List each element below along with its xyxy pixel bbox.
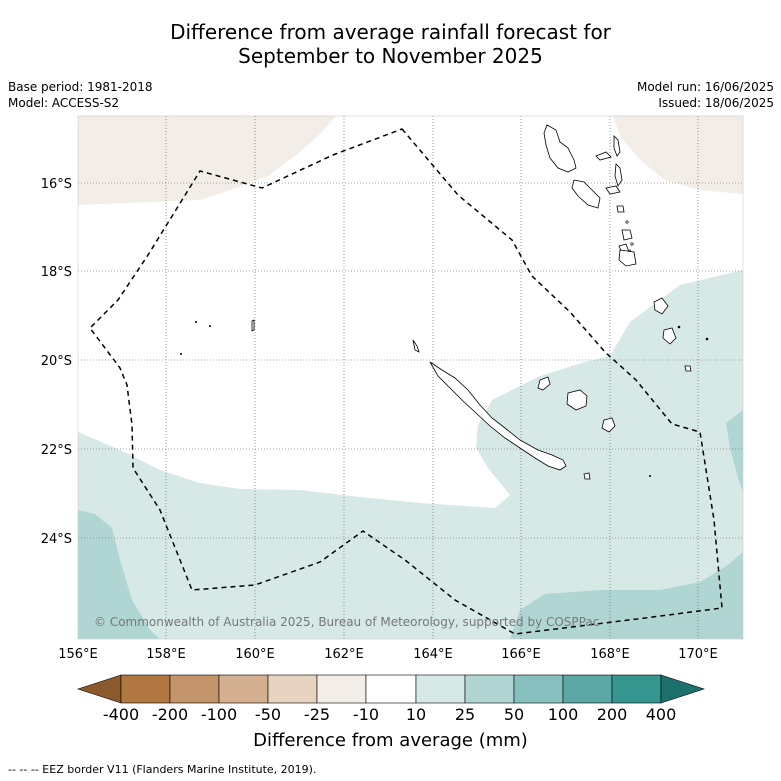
island-east-3: [684, 365, 692, 372]
colorbar-segment: [415, 674, 466, 704]
small-islet: [649, 475, 651, 477]
ambae-island: [595, 151, 612, 161]
colorbar-tick: -100: [201, 705, 237, 724]
pentecost-island: [614, 163, 623, 187]
colorbar-tick: -10: [353, 705, 379, 724]
colorbar-tick: 100: [548, 705, 579, 724]
lon-label: 160°E: [235, 647, 275, 662]
lon-label: 166°E: [501, 647, 541, 662]
map-area: [78, 116, 743, 639]
copyright-text: © Commonwealth of Australia 2025, Bureau…: [94, 615, 599, 629]
model-label: Model: ACCESS-S2: [8, 96, 120, 110]
colorbar-tick: -200: [152, 705, 188, 724]
lat-label: 22°S: [41, 443, 72, 458]
colorbar-title: Difference from average (mm): [253, 730, 528, 751]
colorbar-tick-labels: -400 -200 -100 -50 -25 -10 10 25 50 100 …: [103, 705, 676, 724]
colorbar-max-arrow: [660, 674, 705, 704]
lon-label: 168°E: [590, 647, 630, 662]
colorbar-segment: [513, 674, 564, 704]
wet-region-east: [726, 410, 743, 492]
colorbar-segment: [611, 674, 662, 704]
latitude-labels: 16°S 18°S 20°S 22°S 24°S: [41, 177, 72, 547]
wet-region-southeast: [510, 552, 743, 639]
lat-label: 24°S: [41, 532, 72, 547]
lon-label: 164°E: [413, 647, 453, 662]
small-islet: [209, 325, 211, 327]
colorbar-tick: 50: [504, 705, 524, 724]
lon-label: 156°E: [58, 647, 98, 662]
small-islet: [625, 220, 629, 224]
belep-islands: [412, 339, 420, 353]
ouvea-island: [537, 376, 551, 391]
small-islet: [630, 242, 634, 246]
map-frame: [77, 115, 744, 640]
colorbar-segment: [316, 674, 367, 704]
espiritu-santo-island: [543, 124, 577, 173]
lon-label: 158°E: [146, 647, 186, 662]
colorbar-segment: [464, 674, 515, 704]
new-caledonia-island: [429, 361, 567, 471]
gridlines: [78, 116, 743, 639]
colorbar-segment: [169, 674, 220, 704]
model-run-label: Model run: 16/06/2025: [636, 80, 774, 94]
lat-label: 18°S: [41, 265, 72, 280]
dry-region-northeast: [613, 116, 743, 194]
small-islet: [705, 337, 709, 341]
malakula-island: [571, 179, 601, 209]
colorbar-tick: -50: [255, 705, 281, 724]
eez-border: [89, 128, 723, 635]
base-period-label: Base period: 1981-2018: [8, 80, 153, 94]
title-line-2: September to November 2025: [238, 44, 543, 68]
map-title: Difference from average rainfall forecas…: [0, 20, 781, 68]
eez-footnote: -- -- -- EEZ border V11 (Flanders Marine…: [8, 763, 317, 776]
colorbar-tick: -25: [304, 705, 330, 724]
colorbar-tick: 400: [646, 705, 677, 724]
lifou-island: [566, 389, 588, 411]
lon-label: 170°E: [678, 647, 718, 662]
wet-region-southwest: [78, 510, 160, 639]
colorbar-segment: [120, 674, 171, 704]
meta-left: Base period: 1981-2018 Model: ACCESS-S2: [8, 79, 153, 111]
title-line-1: Difference from average rainfall forecas…: [170, 20, 611, 44]
colorbar-min-arrow: [77, 674, 122, 704]
meta-right: Model run: 16/06/2025 Issued: 18/06/2025: [637, 79, 774, 111]
colorbar-segment: [218, 674, 269, 704]
lat-label: 16°S: [41, 177, 72, 192]
colorbar-segment: [365, 674, 417, 704]
small-islet: [180, 353, 182, 355]
island-east-1: [653, 297, 669, 315]
reef-island: [251, 319, 255, 332]
longitude-labels: 156°E 158°E 160°E 162°E 164°E 166°E 168°…: [58, 647, 718, 662]
isle-of-pines: [583, 472, 591, 480]
ambrym-island: [605, 185, 621, 195]
colorbar-tick: 10: [406, 705, 426, 724]
southern-vanuatu-island: [618, 249, 637, 267]
colorbar: [77, 674, 705, 704]
dry-region-northwest: [78, 116, 336, 205]
small-islet: [195, 321, 197, 323]
wet-region-south: [78, 270, 743, 639]
colorbar-segment: [562, 674, 613, 704]
mare-island: [601, 417, 616, 433]
colorbar-segment: [267, 674, 318, 704]
lon-label: 162°E: [324, 647, 364, 662]
small-islet: [677, 325, 681, 329]
maewo-island: [613, 135, 621, 157]
colorbar-tick: 25: [455, 705, 475, 724]
issued-label: Issued: 18/06/2025: [658, 96, 774, 110]
colorbar-tick: 200: [597, 705, 628, 724]
efate-island: [621, 229, 633, 241]
lat-label: 20°S: [41, 354, 72, 369]
island-east-2: [662, 327, 677, 345]
epi-island: [616, 205, 625, 213]
colorbar-tick: -400: [103, 705, 139, 724]
